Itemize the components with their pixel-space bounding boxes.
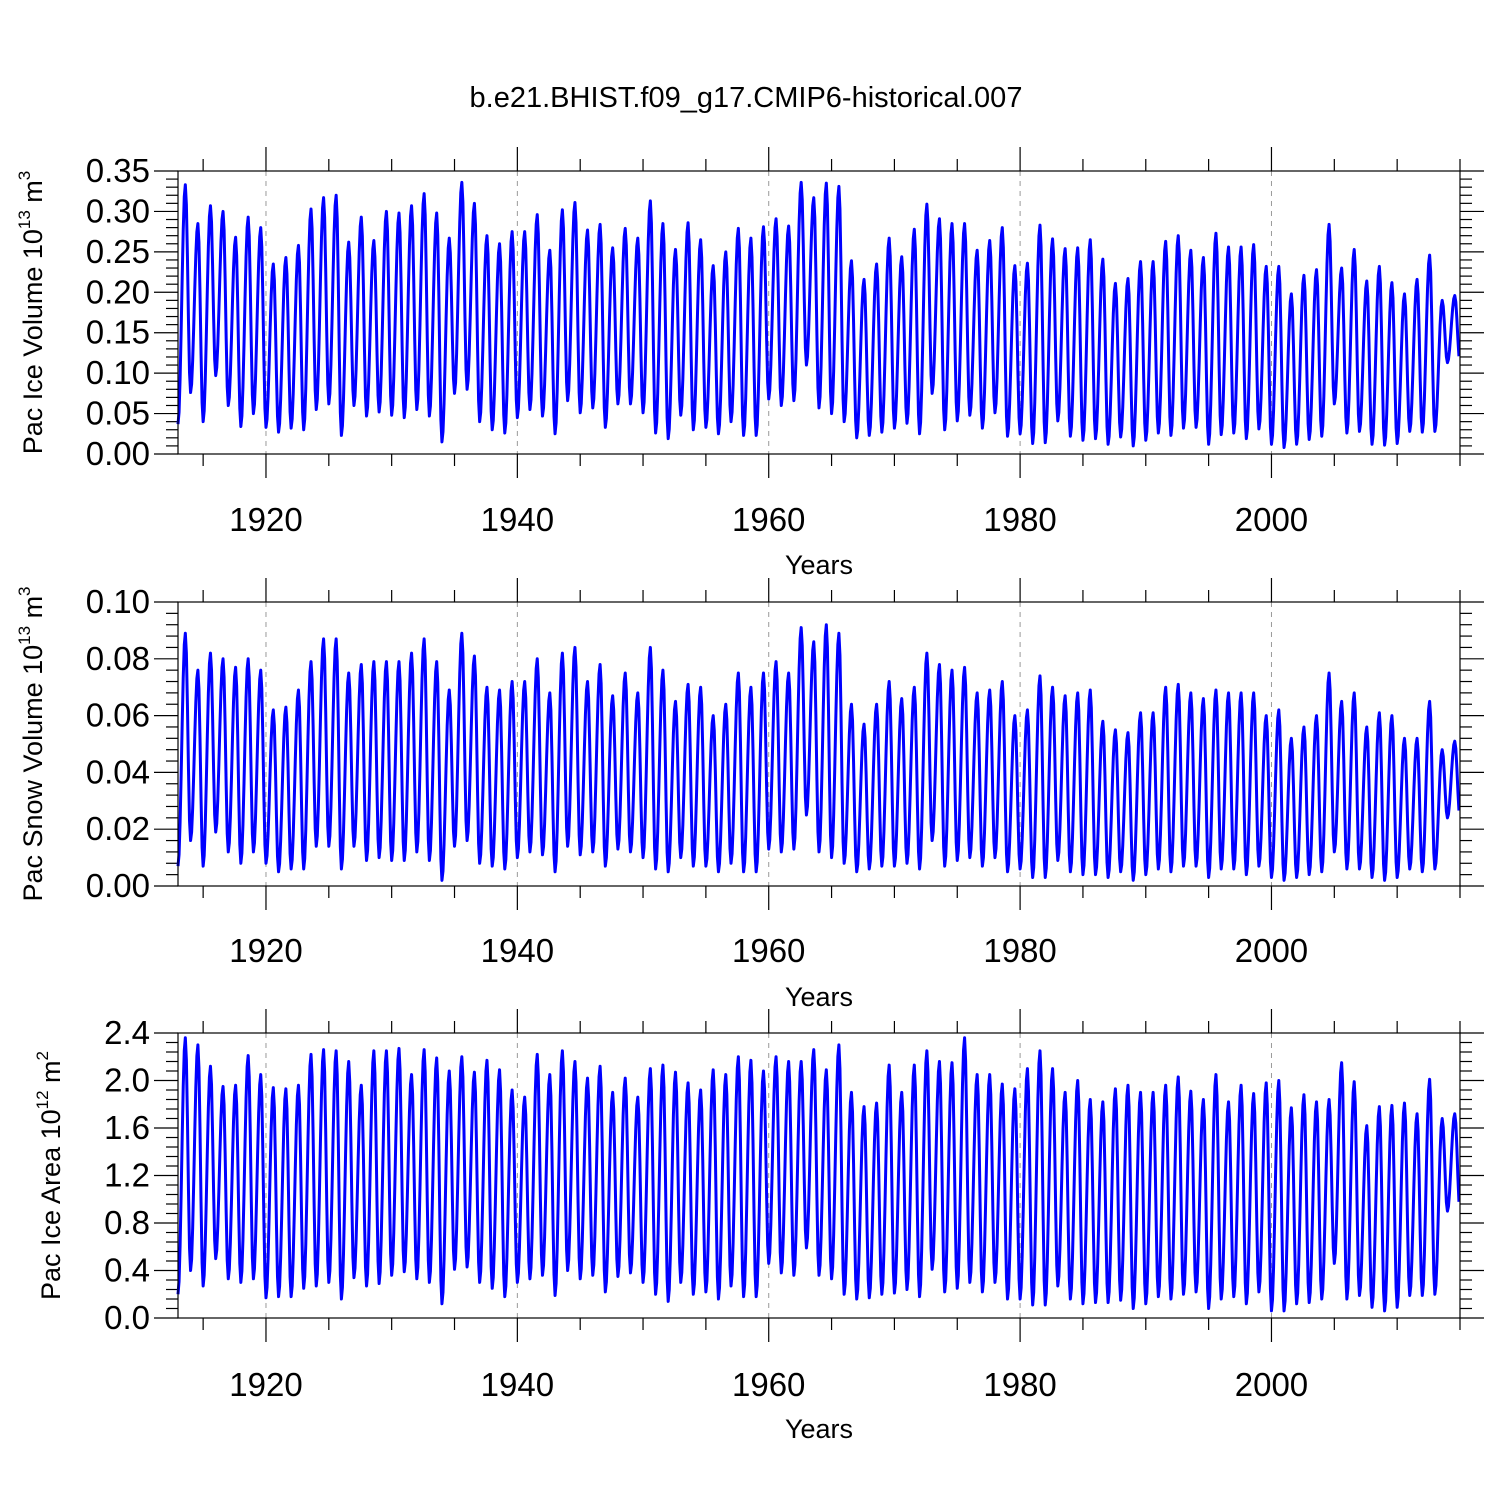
x-tick-label: 1940 <box>481 1366 554 1403</box>
y-tick-label: 0.04 <box>86 753 150 790</box>
chart-panel-2: 0.00 0.02 0.04 0.06 0.08 0.10 1920 1940 1960 1980… <box>15 578 1484 1012</box>
y-tick-label: 0.8 <box>104 1204 150 1241</box>
plot-frame <box>177 601 1461 887</box>
x-axis-label: Years <box>785 550 853 580</box>
y-tick-label: 2.0 <box>104 1062 150 1099</box>
y-tick-label: 0.00 <box>86 867 150 904</box>
chart-panel-3: 0.0 0.4 0.8 1.2 1.6 2.0 2.4 1920 1940 1960 1980 200… <box>33 1009 1484 1444</box>
data-series-line-1 <box>176 1036 1461 1313</box>
y-tick-label: 0.35 <box>86 152 150 189</box>
x-tick-label: 1960 <box>732 932 805 969</box>
x-tick-label: 1920 <box>229 501 302 538</box>
plot-frame <box>177 1032 1461 1319</box>
plot-frame <box>177 170 1461 455</box>
x-tick-label: 1980 <box>983 501 1056 538</box>
y-tick-label: 0.05 <box>86 395 150 432</box>
x-tick-label: 1980 <box>983 932 1056 969</box>
chart-panel-1: 0.000.05 0.100.15 0.200.25 0.300.35 1920 1940… <box>15 147 1484 580</box>
x-tick-label: 2000 <box>1235 932 1308 969</box>
y-tick-label: 0.10 <box>86 354 150 391</box>
x-tick-label: 1940 <box>481 932 554 969</box>
figure-title: b.e21.BHIST.f09_g17.CMIP6-historical.007 <box>470 82 1023 114</box>
y-tick-label: 0.02 <box>86 810 150 847</box>
x-tick-label: 1960 <box>732 1366 805 1403</box>
y-tick-label: 0.30 <box>86 192 150 229</box>
x-axis-label: Years <box>785 1414 853 1444</box>
x-tick-label: 2000 <box>1235 1366 1308 1403</box>
y-tick-label: 0.00 <box>86 435 150 472</box>
y-tick-label: 1.6 <box>104 1109 150 1146</box>
y-axis-label: Pac Snow Volume 1013 m3 <box>15 586 48 901</box>
x-tick-label: 1920 <box>229 1366 302 1403</box>
y-axis-label: Pac Ice Volume 1013 m3 <box>15 171 48 455</box>
data-series-line-1 <box>176 180 1461 450</box>
y-tick-label: 0.15 <box>86 314 150 351</box>
x-tick-label: 1980 <box>983 1366 1056 1403</box>
x-tick-label: 1920 <box>229 932 302 969</box>
y-tick-label: 0.4 <box>104 1252 150 1289</box>
y-tick-label: 0.20 <box>86 273 150 310</box>
y-tick-label: 0.08 <box>86 640 150 677</box>
x-tick-label: 2000 <box>1235 501 1308 538</box>
y-tick-label: 0.0 <box>104 1299 150 1336</box>
x-tick-label: 1940 <box>481 501 554 538</box>
x-axis-label: Years <box>785 982 853 1012</box>
y-axis-label: Pac Ice Area 1012 m2 <box>33 1051 66 1300</box>
y-tick-label: 0.10 <box>86 583 150 620</box>
y-tick-label: 0.25 <box>86 233 150 270</box>
y-tick-label: 0.06 <box>86 697 150 734</box>
y-tick-label: 2.4 <box>104 1014 150 1051</box>
y-tick-label: 1.2 <box>104 1157 150 1194</box>
x-tick-label: 1960 <box>732 501 805 538</box>
data-series-line-1 <box>176 623 1461 882</box>
